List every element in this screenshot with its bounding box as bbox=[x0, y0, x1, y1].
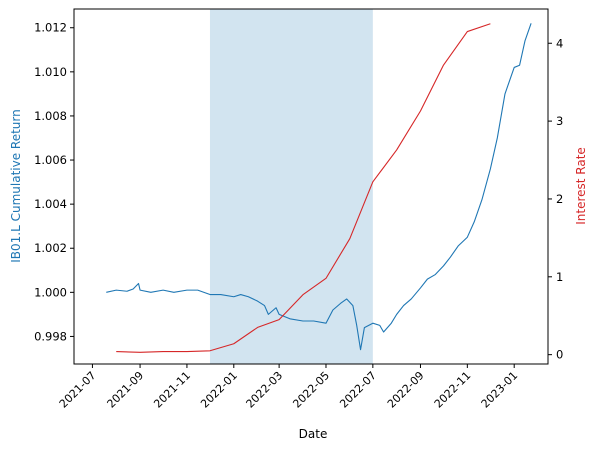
shaded-region bbox=[209, 9, 373, 364]
y-axis-left-label: IB01.L Cumulative Return bbox=[9, 109, 23, 262]
y-right-tick-label: 2 bbox=[556, 192, 563, 206]
y-left-tick-label: 1.006 bbox=[34, 153, 67, 167]
y-left-tick-label: 0.998 bbox=[34, 329, 67, 343]
y-left-tick-label: 1.010 bbox=[34, 65, 67, 79]
y-left-tick-label: 1.000 bbox=[34, 285, 67, 299]
y-right-tick-label: 3 bbox=[556, 114, 563, 128]
y-right-tick-label: 0 bbox=[556, 348, 563, 362]
shade-layer bbox=[209, 9, 373, 364]
y-left-tick-label: 1.002 bbox=[34, 241, 67, 255]
interest-rate-line bbox=[116, 23, 491, 353]
y-left-tick-label: 1.012 bbox=[34, 21, 67, 35]
y-left-tick-label: 1.004 bbox=[34, 197, 67, 211]
plot-frame bbox=[73, 8, 549, 365]
y-left-tick-label: 1.008 bbox=[34, 109, 67, 123]
cumulative-return-line bbox=[106, 23, 532, 351]
y-right-axis: 0 1 2 3 4 bbox=[548, 36, 563, 362]
x-axis-label: Date bbox=[299, 427, 328, 441]
y-axis-right-label: Interest Rate bbox=[574, 147, 588, 225]
series-layer bbox=[106, 23, 532, 353]
y-right-tick-label: 1 bbox=[556, 270, 563, 284]
y-right-tick-label: 4 bbox=[556, 36, 563, 50]
y-left-axis: 0.998 1.000 1.002 1.004 1.006 1.008 1.010 1.012 bbox=[34, 21, 74, 343]
